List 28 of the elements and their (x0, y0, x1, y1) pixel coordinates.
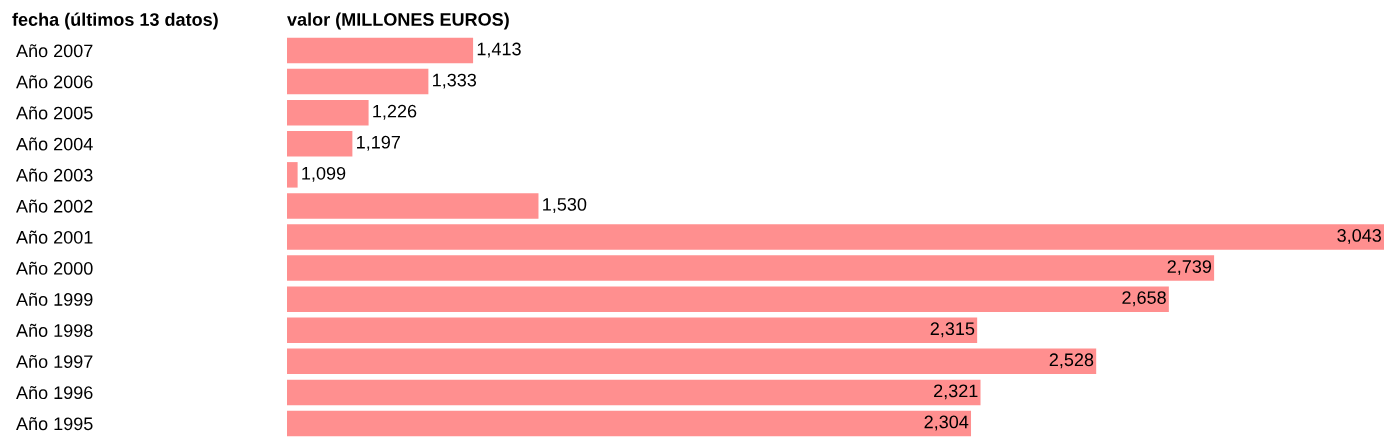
y-tick-label: Año 2001 (16, 230, 93, 244)
data-label: 1,333 (433, 73, 477, 89)
data-label: 1,099 (302, 166, 346, 182)
y-tick-label: Año 2002 (16, 199, 93, 213)
y-tick-label: Año 2007 (16, 44, 93, 58)
x-axis-title: valor (MILLONES EUROS) (287, 12, 509, 30)
data-label: 2,739 (1167, 260, 1212, 276)
y-tick-label: Año 1995 (16, 417, 93, 431)
y-tick-label: Año 2006 (16, 75, 93, 89)
data-label: 2,304 (924, 415, 969, 431)
data-label: 1,226 (373, 104, 417, 120)
y-tick-label: Año 2000 (16, 261, 93, 275)
data-label: 2,315 (930, 322, 975, 338)
data-label: 3,043 (1337, 229, 1382, 244)
data-label: 2,528 (1049, 353, 1094, 369)
data-label: 1,530 (543, 197, 587, 213)
data-label: 1,413 (477, 42, 521, 58)
y-tick-label: Año 1998 (16, 323, 93, 337)
y-axis-title: fecha (últimos 13 datos) (12, 12, 218, 30)
data-label: 2,321 (934, 384, 978, 400)
y-tick-label: Año 2004 (16, 137, 93, 151)
data-label: 2,658 (1122, 291, 1166, 307)
y-tick-label: Año 1999 (16, 292, 93, 306)
y-tick-label: Año 1996 (16, 385, 93, 400)
y-tick-label: Año 1997 (16, 354, 93, 369)
y-tick-label: Año 2003 (16, 168, 93, 182)
data-label: 1,197 (357, 135, 400, 151)
y-tick-label: Año 2005 (16, 106, 93, 120)
